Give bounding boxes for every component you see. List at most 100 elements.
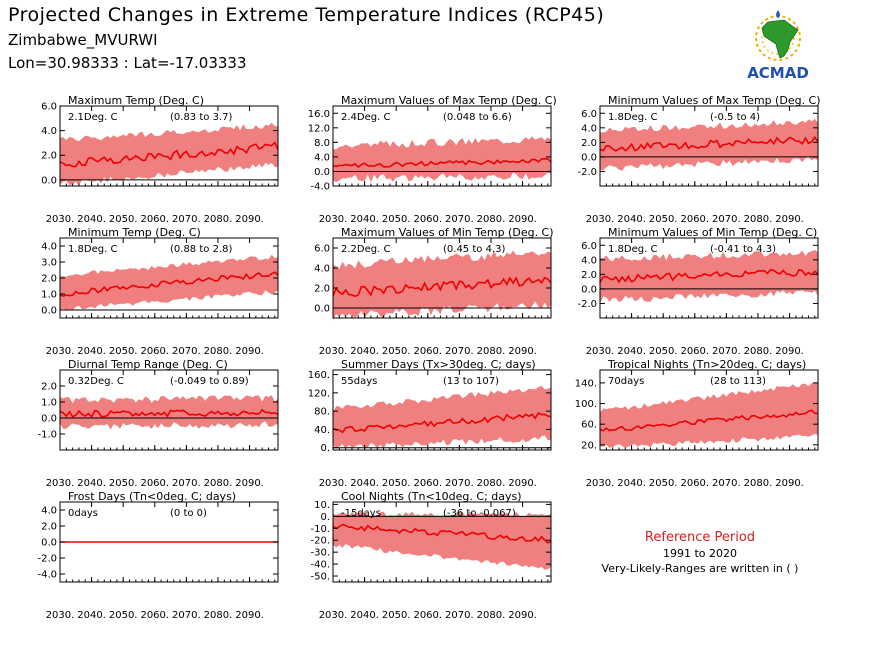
likely-range-band <box>333 511 551 570</box>
x-tick-label: 2050. <box>382 610 411 621</box>
y-tick-label: 0.0 <box>41 538 57 549</box>
x-tick-label: 2090. <box>235 478 264 489</box>
panel-title: Maximum Values of Min Temp (Deg. C) <box>341 226 554 239</box>
panel-title: Maximum Values of Max Temp (Deg. C) <box>341 94 557 107</box>
africa-icon <box>761 19 799 59</box>
panel-stat-range: (13 to 107) <box>443 376 499 387</box>
x-tick-label: 2060. <box>680 478 709 489</box>
panel-stat-range: (0.45 to 4.3) <box>443 244 505 255</box>
y-tick-label: 0.0 <box>314 304 330 315</box>
y-tick-label: 8.0 <box>314 138 330 149</box>
panel-stat-range: (0.88 to 2.8) <box>170 244 232 255</box>
y-tick-label: -4.0 <box>37 570 57 581</box>
x-tick-label: 2030. <box>46 214 75 225</box>
x-tick-label: 2050. <box>382 214 411 225</box>
x-tick-label: 2070. <box>172 478 201 489</box>
y-tick-label: 20. <box>581 440 597 451</box>
x-tick-label: 2040. <box>350 478 379 489</box>
y-tick-label: 2.0 <box>581 138 597 149</box>
y-tick-label: 0.0 <box>41 306 57 317</box>
x-tick-label: 2080. <box>477 478 506 489</box>
y-tick-label: 2.0 <box>41 151 57 162</box>
x-tick-label: 2090. <box>508 478 537 489</box>
panel-stat-range: (0.83 to 3.7) <box>170 112 232 123</box>
x-tick-label: 2060. <box>680 214 709 225</box>
x-tick-label: 2070. <box>445 478 474 489</box>
plot-frame <box>59 105 279 187</box>
x-tick-label: 2080. <box>477 610 506 621</box>
y-tick-label: 0.0 <box>41 414 57 425</box>
water-drop-icon <box>776 10 780 18</box>
panel-min-values-min-temp: -2.0 0.0 2.0 4.0 6.0 2030. 2040. 2050. 2060. 2070… <box>577 226 819 357</box>
panel-max-values-min-temp: 0.0 2.0 4.0 6.0 2030. 2040. 2050. 2060. 2070. 208… <box>314 226 554 357</box>
x-tick-label: 2060. <box>140 610 169 621</box>
x-tick-label: 2090. <box>775 214 804 225</box>
y-tick-label: 120. <box>308 388 330 399</box>
y-tick-label: 2.0 <box>581 270 597 281</box>
panel-stat-median: 1.8Deg. C <box>608 112 657 123</box>
panel-stat-range: (0.048 to 6.6) <box>443 112 512 123</box>
x-tick-label: 2090. <box>775 346 804 357</box>
y-tick-label: 4.0 <box>314 152 330 163</box>
x-tick-label: 2030. <box>319 214 348 225</box>
x-tick-label: 2090. <box>235 346 264 357</box>
panel-stat-median: 0.32Deg. C <box>68 376 124 387</box>
panel-max-values-max-temp: -4.0 0.0 4.0 8.0 12.0 16.0 2030. 2040. 2050. 2060… <box>308 94 557 225</box>
plot-frame <box>332 369 552 451</box>
y-tick-label: 80. <box>314 407 330 418</box>
ensemble-mean-line <box>332 411 552 434</box>
x-tick-label: 2060. <box>413 478 442 489</box>
main-title: Projected Changes in Extreme Temperature… <box>8 4 605 26</box>
x-tick-label: 2030. <box>46 346 75 357</box>
x-tick-label: 2080. <box>744 478 773 489</box>
x-tick-label: 2050. <box>382 478 411 489</box>
y-tick-label: 12.0 <box>308 123 330 134</box>
panel-title: Minimum Values of Min Temp (Deg. C) <box>608 226 817 239</box>
x-tick-label: 2040. <box>77 610 106 621</box>
x-tick-label: 2050. <box>109 610 138 621</box>
y-tick-label: 0.0 <box>581 152 597 163</box>
x-tick-label: 2070. <box>712 214 741 225</box>
x-tick-label: 2030. <box>586 346 615 357</box>
x-tick-label: 2030. <box>319 346 348 357</box>
ensemble-mean-line <box>332 276 552 298</box>
y-tick-label: -30. <box>310 548 330 559</box>
y-tick-label: -10. <box>310 524 330 535</box>
x-tick-label: 2090. <box>508 610 537 621</box>
y-tick-label: 0. <box>320 443 330 454</box>
x-tick-label: 2030. <box>586 478 615 489</box>
acmad-logo-text: ACMAD <box>747 64 809 82</box>
x-tick-label: 2070. <box>445 610 474 621</box>
panel-title: Minimum Values of Max Temp (Deg. C) <box>608 94 821 107</box>
y-tick-label: 4.0 <box>581 255 597 266</box>
x-tick-label: 2040. <box>350 610 379 621</box>
panel-stat-range: (28 to 113) <box>710 376 766 387</box>
plot-frame <box>332 237 552 319</box>
x-tick-label: 2040. <box>617 214 646 225</box>
plot-frame <box>599 369 819 451</box>
y-tick-label: 0. <box>320 512 330 523</box>
station-coordinates: Lon=30.98333 : Lat=-17.03333 <box>8 54 247 72</box>
x-tick-label: 2030. <box>319 610 348 621</box>
ensemble-mean-line <box>59 408 279 419</box>
x-tick-label: 2070. <box>712 478 741 489</box>
y-tick-label: 6.0 <box>581 241 597 252</box>
y-tick-label: 40. <box>314 425 330 436</box>
plot-frame <box>332 105 552 187</box>
ensemble-mean-line <box>599 268 819 284</box>
y-tick-label: 6.0 <box>314 244 330 255</box>
y-tick-label: 6.0 <box>581 109 597 120</box>
panel-title: Diurnal Temp Range (Deg. C) <box>68 358 228 371</box>
x-tick-label: 2080. <box>477 214 506 225</box>
y-tick-label: 4.0 <box>314 264 330 275</box>
plot-frame <box>599 105 819 187</box>
panel-stat-median: 55days <box>341 376 377 387</box>
x-tick-label: 2060. <box>140 346 169 357</box>
x-tick-label: 2050. <box>649 214 678 225</box>
y-tick-label: 10. <box>314 500 330 511</box>
y-tick-label: 140. <box>575 378 597 389</box>
panel-minimum-temp: 0.0 1.0 2.0 3.0 4.0 2030. 2040. 2050. 2060. 2070.… <box>41 226 279 357</box>
x-tick-label: 2050. <box>382 346 411 357</box>
x-tick-label: 2090. <box>235 214 264 225</box>
